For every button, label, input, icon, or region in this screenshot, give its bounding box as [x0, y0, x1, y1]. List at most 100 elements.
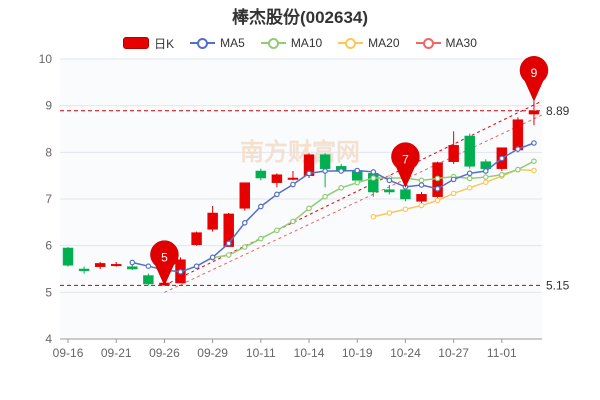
- ma10-point: [338, 185, 344, 191]
- ma5-line: [132, 142, 535, 273]
- candle-body: [384, 189, 395, 193]
- candle-body: [416, 194, 427, 202]
- ma5-point: [354, 167, 361, 174]
- ma10-point: [515, 166, 521, 173]
- ma10-point: [258, 235, 264, 242]
- x-tick-label: 11-01: [487, 346, 517, 360]
- candle: [464, 133, 475, 169]
- candle-body: [223, 213, 234, 247]
- candle-body: [512, 119, 524, 151]
- ma5-point: [515, 146, 521, 152]
- chart-legend: 日K MA5 MA10 MA20 MA30: [0, 34, 600, 52]
- ma10-point: [370, 175, 377, 181]
- legend-item-ma20[interactable]: MA20: [338, 36, 400, 50]
- ma5-point: [386, 177, 393, 184]
- pin-marker: 7: [391, 142, 420, 188]
- candle-body: [62, 247, 74, 266]
- legend-item-ma10[interactable]: MA10: [260, 36, 322, 50]
- candle-body: [94, 263, 106, 267]
- pin-label: 5: [161, 250, 168, 264]
- candle: [111, 262, 122, 267]
- ma5-point: [450, 176, 457, 183]
- ma5-point: [322, 168, 328, 174]
- ma5-point: [290, 181, 296, 188]
- x-tick-label: 10-19: [342, 346, 373, 360]
- pin-label: 9: [531, 66, 538, 80]
- candle: [384, 185, 395, 195]
- ma5-point: [274, 191, 280, 198]
- ma5-point: [434, 185, 441, 192]
- pin-shape: [391, 142, 420, 188]
- ma5-point: [258, 203, 264, 210]
- pin-label: 7: [402, 152, 409, 166]
- ma5-point: [129, 259, 136, 266]
- x-tick-label: 09-21: [101, 346, 132, 360]
- ma20-point: [466, 185, 473, 191]
- ma5-point: [193, 263, 200, 270]
- x-tick-label: 10-14: [294, 346, 325, 360]
- ma5-point: [499, 155, 505, 162]
- ma10-point: [482, 174, 489, 180]
- trend-line-upper: [164, 100, 543, 286]
- y-tick-label: 9: [45, 99, 52, 113]
- legend-swatch-ma5: [190, 37, 216, 49]
- candle-body: [78, 268, 90, 272]
- ma5-point: [482, 168, 489, 174]
- y-tick-label: 7: [45, 192, 52, 206]
- candle: [255, 168, 267, 181]
- candle: [207, 206, 218, 232]
- ma20-point: [386, 210, 393, 216]
- x-tick-label: 10-24: [390, 346, 421, 360]
- ma10-point: [499, 171, 505, 178]
- chart-title: 棒杰股份(002634): [231, 8, 369, 27]
- ma20-point: [418, 202, 425, 209]
- candle: [528, 101, 540, 126]
- reference-line-label: 8.89: [546, 104, 570, 118]
- legend-swatch-ma30: [415, 37, 441, 49]
- candles: [62, 101, 540, 286]
- ma10-point: [290, 218, 296, 225]
- candle: [94, 262, 106, 269]
- candle-body: [271, 174, 283, 183]
- ma10-point: [306, 205, 312, 212]
- x-tick-label: 10-11: [246, 346, 276, 360]
- candle-body: [239, 182, 250, 209]
- ma10-point: [354, 179, 361, 186]
- legend-swatch-ma10: [260, 37, 286, 49]
- y-tick-label: 8: [45, 145, 52, 159]
- candle-body: [400, 189, 411, 200]
- ma20-point: [370, 213, 377, 220]
- y-tick-label: 5: [45, 285, 52, 299]
- candle-body: [287, 177, 299, 180]
- candle: [416, 192, 427, 204]
- legend-item-ma5[interactable]: MA5: [190, 36, 245, 50]
- candle: [271, 173, 283, 188]
- candle-body: [143, 275, 154, 285]
- legend-swatch-ma20: [338, 37, 364, 49]
- pin-marker: 9: [519, 56, 549, 102]
- legend-label-ma20: MA20: [368, 36, 400, 50]
- candle: [62, 247, 74, 267]
- candle-body: [448, 145, 459, 162]
- candle: [191, 231, 202, 246]
- candle: [143, 273, 154, 286]
- ma5-point: [531, 140, 537, 146]
- legend-item-k[interactable]: 日K: [123, 35, 174, 52]
- x-tick-label: 09-16: [53, 346, 84, 360]
- ma5-point: [209, 254, 216, 261]
- ma5-series: [129, 140, 537, 275]
- legend-label-ma30: MA30: [445, 36, 477, 50]
- legend-item-ma30[interactable]: MA30: [415, 36, 477, 50]
- ma5-point: [145, 263, 152, 270]
- ma10-point: [466, 175, 473, 182]
- legend-swatch-k: [123, 37, 150, 49]
- candle-body: [319, 154, 331, 169]
- candle-body: [191, 232, 202, 245]
- y-tick-label: 4: [45, 332, 52, 346]
- candle-body: [127, 266, 138, 270]
- candle: [448, 131, 459, 164]
- candle: [239, 182, 250, 211]
- ma10-series: [209, 158, 537, 261]
- ma20-point: [450, 190, 457, 197]
